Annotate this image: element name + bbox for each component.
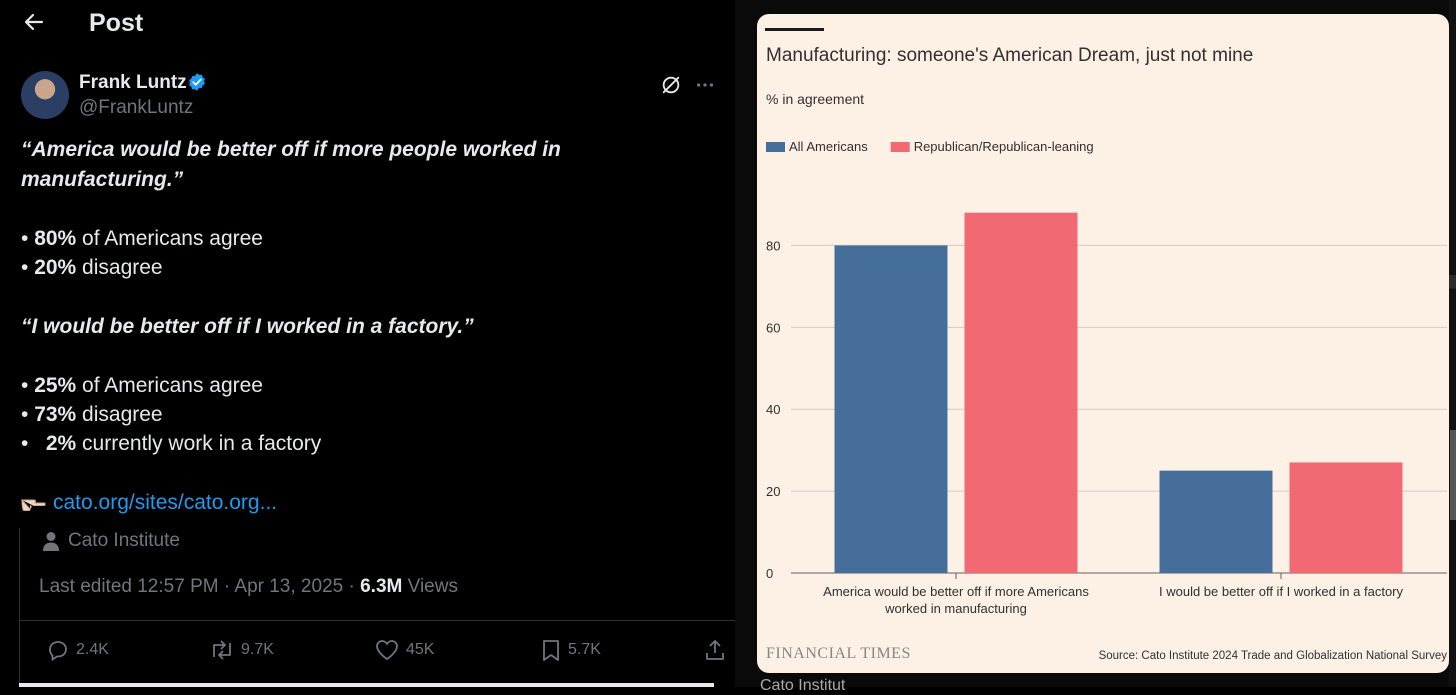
bullet-5: • 2% currently work in a factory xyxy=(21,432,322,455)
window-scroll-thumb[interactable] xyxy=(1450,430,1456,520)
source-link[interactable]: cato.org/sites/cato.org... xyxy=(53,491,278,514)
bullet-4: • 73% disagree xyxy=(21,403,163,426)
bullet-2-value: 20% xyxy=(34,256,77,279)
ft-brand: FINANCIAL TIMES xyxy=(766,645,911,662)
scrollbar-bottom[interactable] xyxy=(19,683,714,687)
bookmark-count: 5.7K xyxy=(568,641,601,658)
x-tick-label: I would be better off if I worked in a f… xyxy=(1159,584,1403,599)
avatar[interactable] xyxy=(21,71,69,119)
link-card-footer xyxy=(19,528,736,687)
card-source-label: Cato Institute xyxy=(68,530,180,551)
tweet-meta: Last edited 12:57 PM · Apr 13, 2025 · 6.… xyxy=(39,576,458,598)
reply-count: 2.4K xyxy=(76,641,109,658)
chart-legend: All Americans Republican/Republican-leani… xyxy=(766,139,1094,154)
bullet-3-value: 25% xyxy=(34,374,77,397)
bar xyxy=(1159,470,1273,573)
bullet-3-text: of Americans agree xyxy=(76,374,263,397)
legend-label: Republican/Republican-leaning xyxy=(914,139,1094,154)
reply-button[interactable]: 2.4K xyxy=(46,638,109,662)
page-title: Post xyxy=(89,9,144,37)
back-arrow-icon[interactable] xyxy=(22,10,46,34)
reply-icon xyxy=(49,641,67,662)
bar xyxy=(1289,462,1403,573)
bar xyxy=(834,245,948,573)
share-icon xyxy=(706,640,724,660)
chart-card: Manufacturing: someone's American Dream,… xyxy=(757,14,1449,673)
more-options-icon[interactable] xyxy=(694,74,716,96)
top-bar: Post xyxy=(0,0,735,48)
chart-bars xyxy=(834,212,1403,574)
share-button[interactable] xyxy=(704,638,726,662)
y-tick-label: 40 xyxy=(766,402,780,417)
x-tick-label: America would be better off if more Amer… xyxy=(823,584,1089,599)
author-handle[interactable]: @FrankLuntz xyxy=(79,97,194,118)
grok-icon[interactable] xyxy=(660,74,682,96)
chart-subtitle: % in agreement xyxy=(766,91,864,107)
verified-badge-icon xyxy=(189,73,205,91)
divider xyxy=(19,620,735,621)
tweet-quote-2: “I would be better off if I worked in a … xyxy=(21,315,474,338)
person-icon xyxy=(43,532,59,551)
author-name[interactable]: Frank Luntz xyxy=(79,72,187,93)
heart-icon xyxy=(376,640,398,661)
views-label: Views xyxy=(402,576,458,597)
repost-button[interactable]: 9.7K xyxy=(209,638,274,662)
bullet-1-text: of Americans agree xyxy=(76,227,263,250)
bullet-5-value: 2% xyxy=(45,432,77,455)
tweet-quote-1-cont: manufacturing.” xyxy=(21,168,184,191)
edited-timestamp[interactable]: Last edited 12:57 PM · Apr 13, 2025 · xyxy=(39,576,361,597)
x-tick-label: worked in manufacturing xyxy=(884,601,1027,616)
peek-text: Cato Institut xyxy=(760,677,846,694)
bullet-4-value: 73% xyxy=(34,403,77,426)
tweet-quote-1: “America would be better off if more peo… xyxy=(21,138,561,161)
bullet-2: • 20% disagree xyxy=(21,256,163,279)
bullet-5-text: currently work in a factory xyxy=(76,432,322,455)
legend-swatch xyxy=(890,142,910,152)
like-button[interactable]: 45K xyxy=(374,638,434,662)
legend-label: All Americans xyxy=(789,139,868,154)
views-count: 6.3M xyxy=(360,576,403,597)
bar xyxy=(964,212,1078,574)
y-tick-label: 80 xyxy=(766,238,780,253)
bullet-4-text: disagree xyxy=(76,403,163,426)
ft-accent-bar xyxy=(765,28,824,31)
legend-swatch xyxy=(766,142,785,152)
chart-x-labels: America would be better off if more Amer… xyxy=(823,573,1403,616)
pointing-hand-icon xyxy=(21,498,46,511)
y-tick-label: 60 xyxy=(766,320,780,335)
bookmark-icon xyxy=(543,640,559,661)
bullet-1-value: 80% xyxy=(34,227,77,250)
window-edge xyxy=(1449,0,1456,687)
chart-svg: Manufacturing: someone's American Dream,… xyxy=(765,28,1448,662)
bookmark-button[interactable]: 5.7K xyxy=(540,638,601,662)
tweet-panel: Post Frank Luntz @FrankLuntz “America wo… xyxy=(0,0,735,687)
card-source[interactable]: Cato Institute xyxy=(42,530,180,552)
bullet-2-text: disagree xyxy=(76,256,163,279)
repost-icon xyxy=(213,640,231,660)
y-tick-label: 20 xyxy=(766,484,780,499)
bullet-3: • 25% of Americans agree xyxy=(21,374,263,397)
y-tick-label: 0 xyxy=(766,566,773,581)
chart-title: Manufacturing: someone's American Dream,… xyxy=(766,45,1253,66)
chart-source: Source: Cato Institute 2024 Trade and Gl… xyxy=(1099,650,1448,662)
like-count: 45K xyxy=(406,641,435,658)
bullet-1: • 80% of Americans agree xyxy=(21,227,263,250)
repost-count: 9.7K xyxy=(241,641,274,658)
